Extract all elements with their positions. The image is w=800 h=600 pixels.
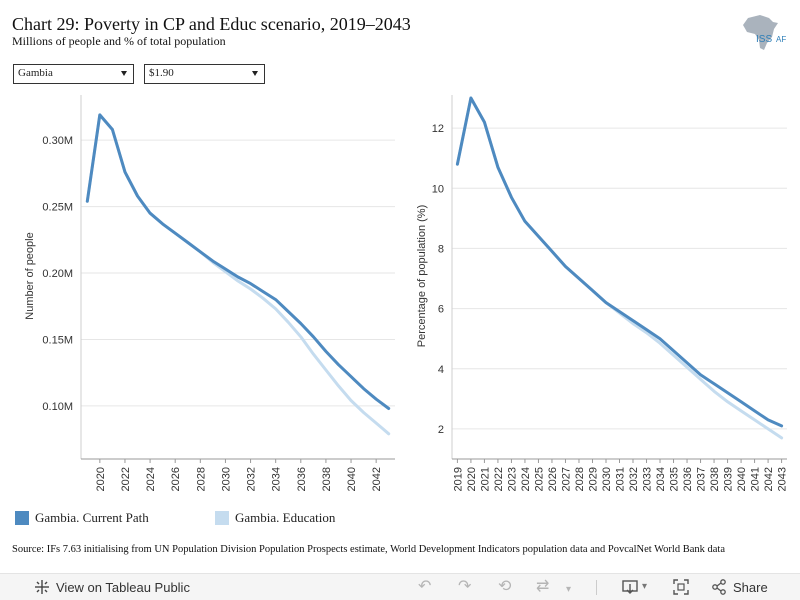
percent-x-tick-label: 2024 [520,467,532,491]
legend-item-current-path[interactable]: Gambia. Current Path [15,510,149,526]
people-y-axis-title: Number of people [24,232,36,319]
percent-x-tick-label: 2019 [452,467,464,491]
people-y-tick-label: 0.20M [42,268,73,280]
country-dropdown-value: Gambia [18,67,53,79]
redo-icon[interactable]: ↷ [458,578,472,595]
source-note: Source: IFs 7.63 initialising from UN Po… [12,544,725,555]
percent-x-tick-label: 2025 [533,467,545,491]
logo-text-iss: ISS [756,34,772,45]
people-x-tick-label: 2020 [95,467,107,491]
toolbar-divider [596,580,597,595]
chart-subtitle: Millions of people and % of total popula… [12,34,226,48]
percent-x-tick-label: 2038 [709,467,721,491]
chevron-down-icon [121,71,127,76]
legend-label-current-path: Gambia. Current Path [35,510,149,525]
percent-x-tick-label: 2021 [479,467,491,491]
legend-swatch-education [215,511,229,525]
percent-y-tick-label: 2 [438,424,444,436]
people-y-tick-label: 0.25M [42,202,73,214]
download-icon [622,579,638,594]
legend-label-education: Gambia. Education [235,510,336,525]
percent-x-tick-label: 2026 [547,467,559,491]
people-x-tick-label: 2032 [246,467,258,491]
people-series-line-education [85,113,391,436]
chart-title: Chart 29: Poverty in CP and Educ scenari… [12,14,411,34]
people-y-tick-label: 0.15M [42,334,73,346]
people-x-tick-label: 2040 [346,467,358,491]
percent-x-tick-label: 2041 [750,467,762,491]
percent-x-tick-label: 2031 [615,467,627,491]
tableau-toolbar: View on Tableau Public ↶ ↷ ⟲ ⇄ ▾ ▾ Share [0,573,800,600]
fullscreen-button[interactable] [673,579,689,595]
chevron-down-icon [252,71,258,76]
people-x-tick-label: 2030 [220,467,232,491]
percent-x-tick-label: 2029 [587,467,599,491]
percent-x-tick-label: 2036 [682,467,694,491]
percent-x-tick-label: 2030 [601,467,613,491]
people-x-tick-label: 2038 [321,467,333,491]
view-on-tableau-link[interactable]: View on Tableau Public [34,579,190,595]
percent-y-tick-label: 4 [438,364,444,376]
share-button[interactable]: Share [711,579,768,595]
africa-map-icon [743,15,778,50]
people-x-tick-label: 2042 [371,467,383,491]
percent-x-tick-label: 2032 [628,467,640,491]
iss-africa-logo: ISS AF [743,15,786,50]
people-x-tick-label: 2026 [170,467,182,491]
logo-text-af: AF [776,35,786,44]
people-y-tick-label: 0.10M [42,401,73,413]
people-x-tick-label: 2034 [271,467,283,491]
percent-y-tick-label: 12 [432,123,444,135]
download-button[interactable]: ▾ [622,579,647,595]
legend-item-education[interactable]: Gambia. Education [215,510,335,526]
percent-y-tick-label: 8 [438,243,444,255]
people-x-tick-label: 2024 [145,467,157,491]
legend-swatch-current-path [15,511,29,525]
refresh-icon[interactable]: ⇄ [536,578,550,595]
percent-x-tick-label: 2034 [655,467,667,491]
percent-x-tick-label: 2039 [723,467,735,491]
percent-x-tick-label: 2033 [642,467,654,491]
poverty-line-dropdown[interactable]: $1.90 [144,64,265,84]
percent-y-axis-title: Percentage of population (%) [416,205,428,347]
percent-x-tick-label: 2035 [669,467,681,491]
percent-x-tick-label: 2037 [696,467,708,491]
people-y-tick-label: 0.30M [42,135,73,147]
tableau-icon [35,580,49,594]
percent-x-tick-label: 2020 [466,467,478,491]
share-label: Share [733,579,768,595]
people-x-tick-label: 2022 [120,467,132,491]
percent-x-tick-label: 2027 [560,467,572,491]
percent-series-line-education [455,96,784,440]
people-series-line-current-path [85,113,391,410]
country-dropdown[interactable]: Gambia [13,64,134,84]
people-x-tick-label: 2028 [195,467,207,491]
percent-y-tick-label: 6 [438,304,444,316]
percent-x-tick-label: 2022 [493,467,505,491]
people-x-tick-label: 2036 [296,467,308,491]
view-on-tableau-label: View on Tableau Public [56,579,190,595]
undo-icon[interactable]: ↶ [418,578,432,595]
percent-y-tick-label: 10 [432,183,444,195]
refresh-menu-chevron-icon[interactable]: ▾ [566,584,572,595]
percent-x-tick-label: 2043 [777,467,789,491]
percent-x-tick-label: 2023 [506,467,518,491]
share-icon [712,579,726,595]
fullscreen-icon [673,579,689,595]
percent-x-tick-label: 2042 [763,467,775,491]
percent-x-tick-label: 2028 [574,467,586,491]
percent-x-tick-label: 2040 [736,467,748,491]
percent-series-line-current-path [455,96,784,428]
download-menu-chevron-icon: ▾ [642,581,648,592]
poverty-line-dropdown-value: $1.90 [149,67,174,79]
revert-icon[interactable]: ⟲ [498,578,512,595]
